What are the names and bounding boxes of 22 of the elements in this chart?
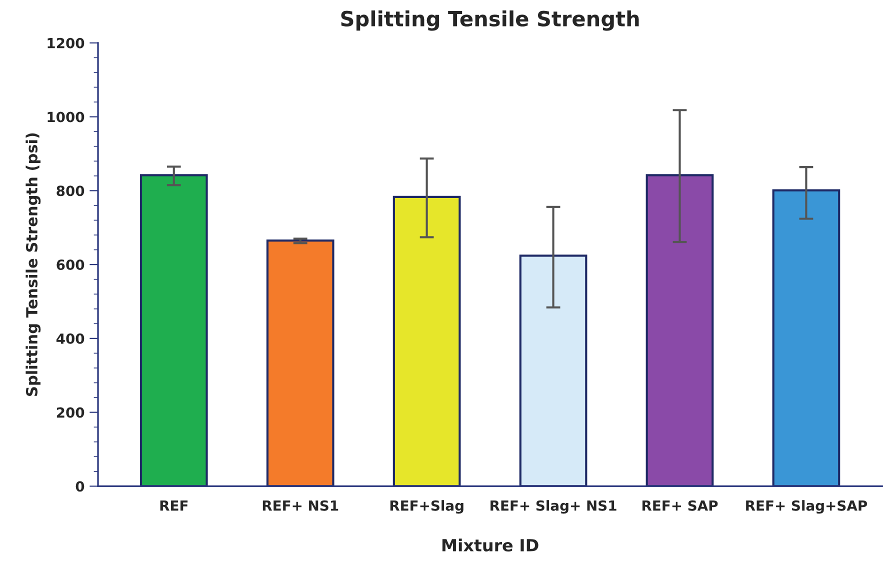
y-tick-label: 200 (56, 407, 84, 418)
y-tick-label: 600 (56, 260, 84, 270)
bar (772, 189, 840, 486)
y-tick-label: 1200 (48, 38, 84, 48)
y-tick-label: 1000 (48, 112, 84, 122)
x-tick-label: REF+ Slag+SAP (746, 500, 868, 514)
x-tick-label: REF+Slag (390, 500, 464, 514)
x-axis-title: Mixture ID (442, 538, 538, 552)
x-tick-label: REF+ SAP (642, 500, 718, 511)
y-axis-title: Splitting Tensile Strength (psi) (26, 133, 41, 396)
bar (140, 174, 208, 486)
y-tick-label: 400 (56, 333, 84, 344)
x-tick-label: REF+ NS1 (262, 500, 338, 511)
bar (392, 196, 461, 486)
bar (646, 174, 714, 486)
bar (266, 239, 334, 486)
x-tick-label: REF (160, 500, 188, 511)
x-tick-label: REF+ Slag+ NS1 (490, 500, 616, 514)
y-tick-label: 800 (56, 186, 84, 196)
bar (519, 254, 588, 486)
chart-title: Splitting Tensile Strength (341, 10, 639, 31)
y-tick-label: 0 (76, 481, 84, 492)
